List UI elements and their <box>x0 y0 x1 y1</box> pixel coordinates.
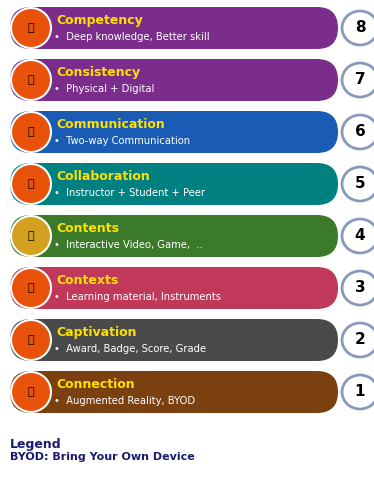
Text: 🤼: 🤼 <box>28 75 34 85</box>
Ellipse shape <box>342 219 374 253</box>
Text: Legend: Legend <box>10 438 62 451</box>
FancyBboxPatch shape <box>10 319 338 361</box>
Circle shape <box>11 164 51 204</box>
Bar <box>31 362 317 370</box>
Circle shape <box>11 372 51 412</box>
Text: •  Augmented Reality, BYOD: • Augmented Reality, BYOD <box>54 396 195 406</box>
Text: 5: 5 <box>355 176 365 192</box>
FancyBboxPatch shape <box>10 371 338 413</box>
Bar <box>31 50 317 58</box>
Text: 4: 4 <box>355 228 365 244</box>
Text: 🎁: 🎁 <box>28 231 34 241</box>
Text: 📊: 📊 <box>28 23 34 33</box>
Circle shape <box>11 216 51 256</box>
Text: Collaboration: Collaboration <box>56 170 150 183</box>
Bar <box>31 206 317 214</box>
Text: Communication: Communication <box>56 118 165 132</box>
Ellipse shape <box>342 115 374 149</box>
Circle shape <box>11 60 51 100</box>
Text: 6: 6 <box>355 124 365 140</box>
Text: 8: 8 <box>355 20 365 36</box>
Text: ⭐: ⭐ <box>28 335 34 345</box>
Text: 7: 7 <box>355 72 365 88</box>
Text: Connection: Connection <box>56 378 135 392</box>
Text: 📱: 📱 <box>28 127 34 137</box>
Text: BYOD: Bring Your Own Device: BYOD: Bring Your Own Device <box>10 452 195 462</box>
Text: Contents: Contents <box>56 222 119 235</box>
Text: •  Award, Badge, Score, Grade: • Award, Badge, Score, Grade <box>54 344 206 354</box>
Text: 📋: 📋 <box>28 283 34 293</box>
Text: Contexts: Contexts <box>56 274 118 287</box>
Text: Consistency: Consistency <box>56 66 140 80</box>
Text: •  Deep knowledge, Better skill: • Deep knowledge, Better skill <box>54 32 209 42</box>
Ellipse shape <box>342 11 374 45</box>
Bar <box>31 102 317 110</box>
Text: •  Learning material, Instruments: • Learning material, Instruments <box>54 292 221 302</box>
Ellipse shape <box>342 271 374 305</box>
FancyBboxPatch shape <box>10 7 338 49</box>
Ellipse shape <box>342 375 374 409</box>
Ellipse shape <box>342 323 374 357</box>
Ellipse shape <box>342 167 374 201</box>
Text: 2: 2 <box>355 332 365 347</box>
FancyBboxPatch shape <box>10 267 338 309</box>
Circle shape <box>11 320 51 360</box>
Text: •  Interactive Video, Game,  ..: • Interactive Video, Game, .. <box>54 240 203 250</box>
Bar <box>31 258 317 266</box>
Text: Captivation: Captivation <box>56 326 137 340</box>
Text: •  Physical + Digital: • Physical + Digital <box>54 84 154 94</box>
Text: 1: 1 <box>355 384 365 400</box>
Bar <box>31 154 317 162</box>
Circle shape <box>11 112 51 152</box>
Text: 💻: 💻 <box>28 387 34 397</box>
Text: Competency: Competency <box>56 14 143 28</box>
FancyBboxPatch shape <box>10 163 338 205</box>
FancyBboxPatch shape <box>10 215 338 257</box>
Text: •  Two-way Communication: • Two-way Communication <box>54 136 190 146</box>
Ellipse shape <box>342 63 374 97</box>
FancyBboxPatch shape <box>10 111 338 153</box>
Text: •  Instructor + Student + Peer: • Instructor + Student + Peer <box>54 188 205 198</box>
Text: 👥: 👥 <box>28 179 34 189</box>
FancyBboxPatch shape <box>10 59 338 101</box>
Bar <box>31 310 317 318</box>
Text: 3: 3 <box>355 280 365 295</box>
Circle shape <box>11 8 51 48</box>
Circle shape <box>11 268 51 308</box>
